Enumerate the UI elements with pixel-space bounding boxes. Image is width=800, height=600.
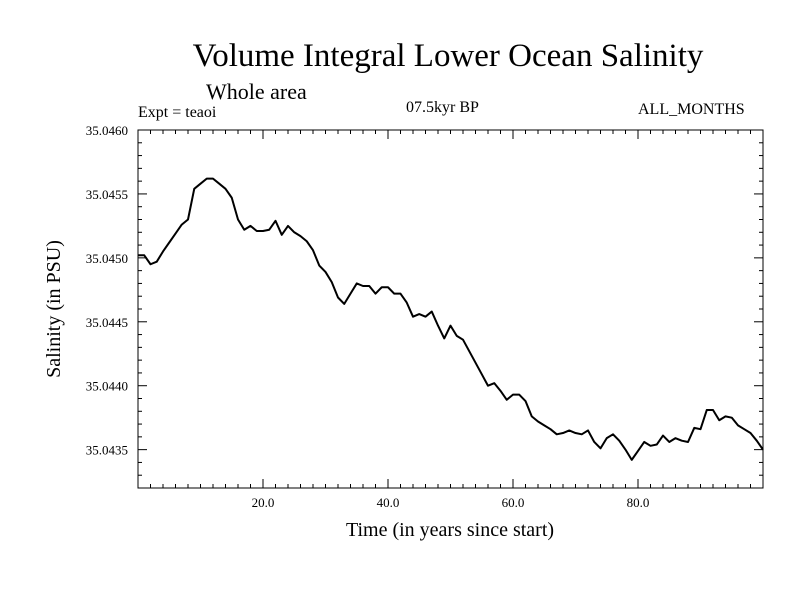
axis-ticks bbox=[138, 129, 763, 488]
experiment-label: Expt = teaoi bbox=[138, 104, 217, 121]
y-axis-label: Salinity (in PSU) bbox=[43, 240, 65, 378]
salinity-series-line bbox=[138, 177, 764, 461]
y-tick-label: 35.0440 bbox=[86, 379, 128, 394]
y-tick-labels: 35.0435 35.0440 35.0445 35.0450 35.0455 35.04… bbox=[86, 123, 128, 458]
x-tick-label: 20.0 bbox=[252, 495, 275, 510]
x-tick-label: 80.0 bbox=[627, 495, 650, 510]
y-tick-label: 35.0460 bbox=[86, 123, 128, 138]
period-label: 07.5kyr BP bbox=[406, 99, 479, 116]
chart-subtitle: Whole area bbox=[206, 79, 307, 104]
y-tick-label: 35.0435 bbox=[86, 443, 128, 458]
x-axis-label: Time (in years since start) bbox=[346, 519, 554, 541]
x-tick-label: 60.0 bbox=[502, 495, 525, 510]
plot-frame bbox=[137, 129, 764, 489]
x-tick-labels: 20.0 40.0 60.0 80.0 bbox=[252, 495, 650, 510]
x-tick-label: 40.0 bbox=[377, 495, 400, 510]
y-tick-label: 35.0450 bbox=[86, 251, 128, 266]
chart-title: Volume Integral Lower Ocean Salinity bbox=[192, 38, 704, 74]
y-tick-label: 35.0455 bbox=[86, 187, 128, 202]
months-label: ALL_MONTHS bbox=[638, 101, 745, 118]
y-tick-label: 35.0445 bbox=[86, 315, 128, 330]
